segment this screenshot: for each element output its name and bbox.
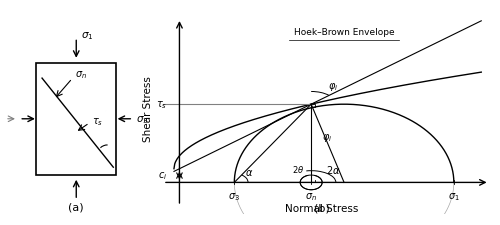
Text: $c_i$: $c_i$ (158, 170, 167, 182)
Text: $\sigma_3$: $\sigma_3$ (136, 113, 148, 125)
Text: $2\alpha$: $2\alpha$ (326, 163, 341, 175)
Text: Shear Stress: Shear Stress (143, 76, 153, 141)
Text: $\sigma_1$: $\sigma_1$ (80, 30, 93, 42)
Text: $\sigma_3$: $\sigma_3$ (228, 190, 240, 202)
Text: $\varphi_i$: $\varphi_i$ (322, 131, 332, 143)
Text: $\sigma_n$: $\sigma_n$ (305, 190, 317, 202)
Text: Hoek–Brown Envelope: Hoek–Brown Envelope (294, 28, 394, 37)
Text: Normal Stress: Normal Stress (286, 203, 359, 213)
Text: $\sigma_n$: $\sigma_n$ (75, 69, 87, 81)
Text: $\tau_s$: $\tau_s$ (92, 115, 104, 127)
Bar (36, 63, 116, 175)
Text: $\tau_s$: $\tau_s$ (156, 99, 167, 110)
Text: (b): (b) (314, 203, 330, 213)
Text: $\sigma_1$: $\sigma_1$ (448, 190, 460, 202)
Text: (a): (a) (68, 202, 84, 212)
Text: $\alpha$: $\alpha$ (246, 167, 254, 177)
Text: $2\theta$: $2\theta$ (292, 163, 304, 174)
Text: $\varphi_i$: $\varphi_i$ (328, 81, 338, 93)
